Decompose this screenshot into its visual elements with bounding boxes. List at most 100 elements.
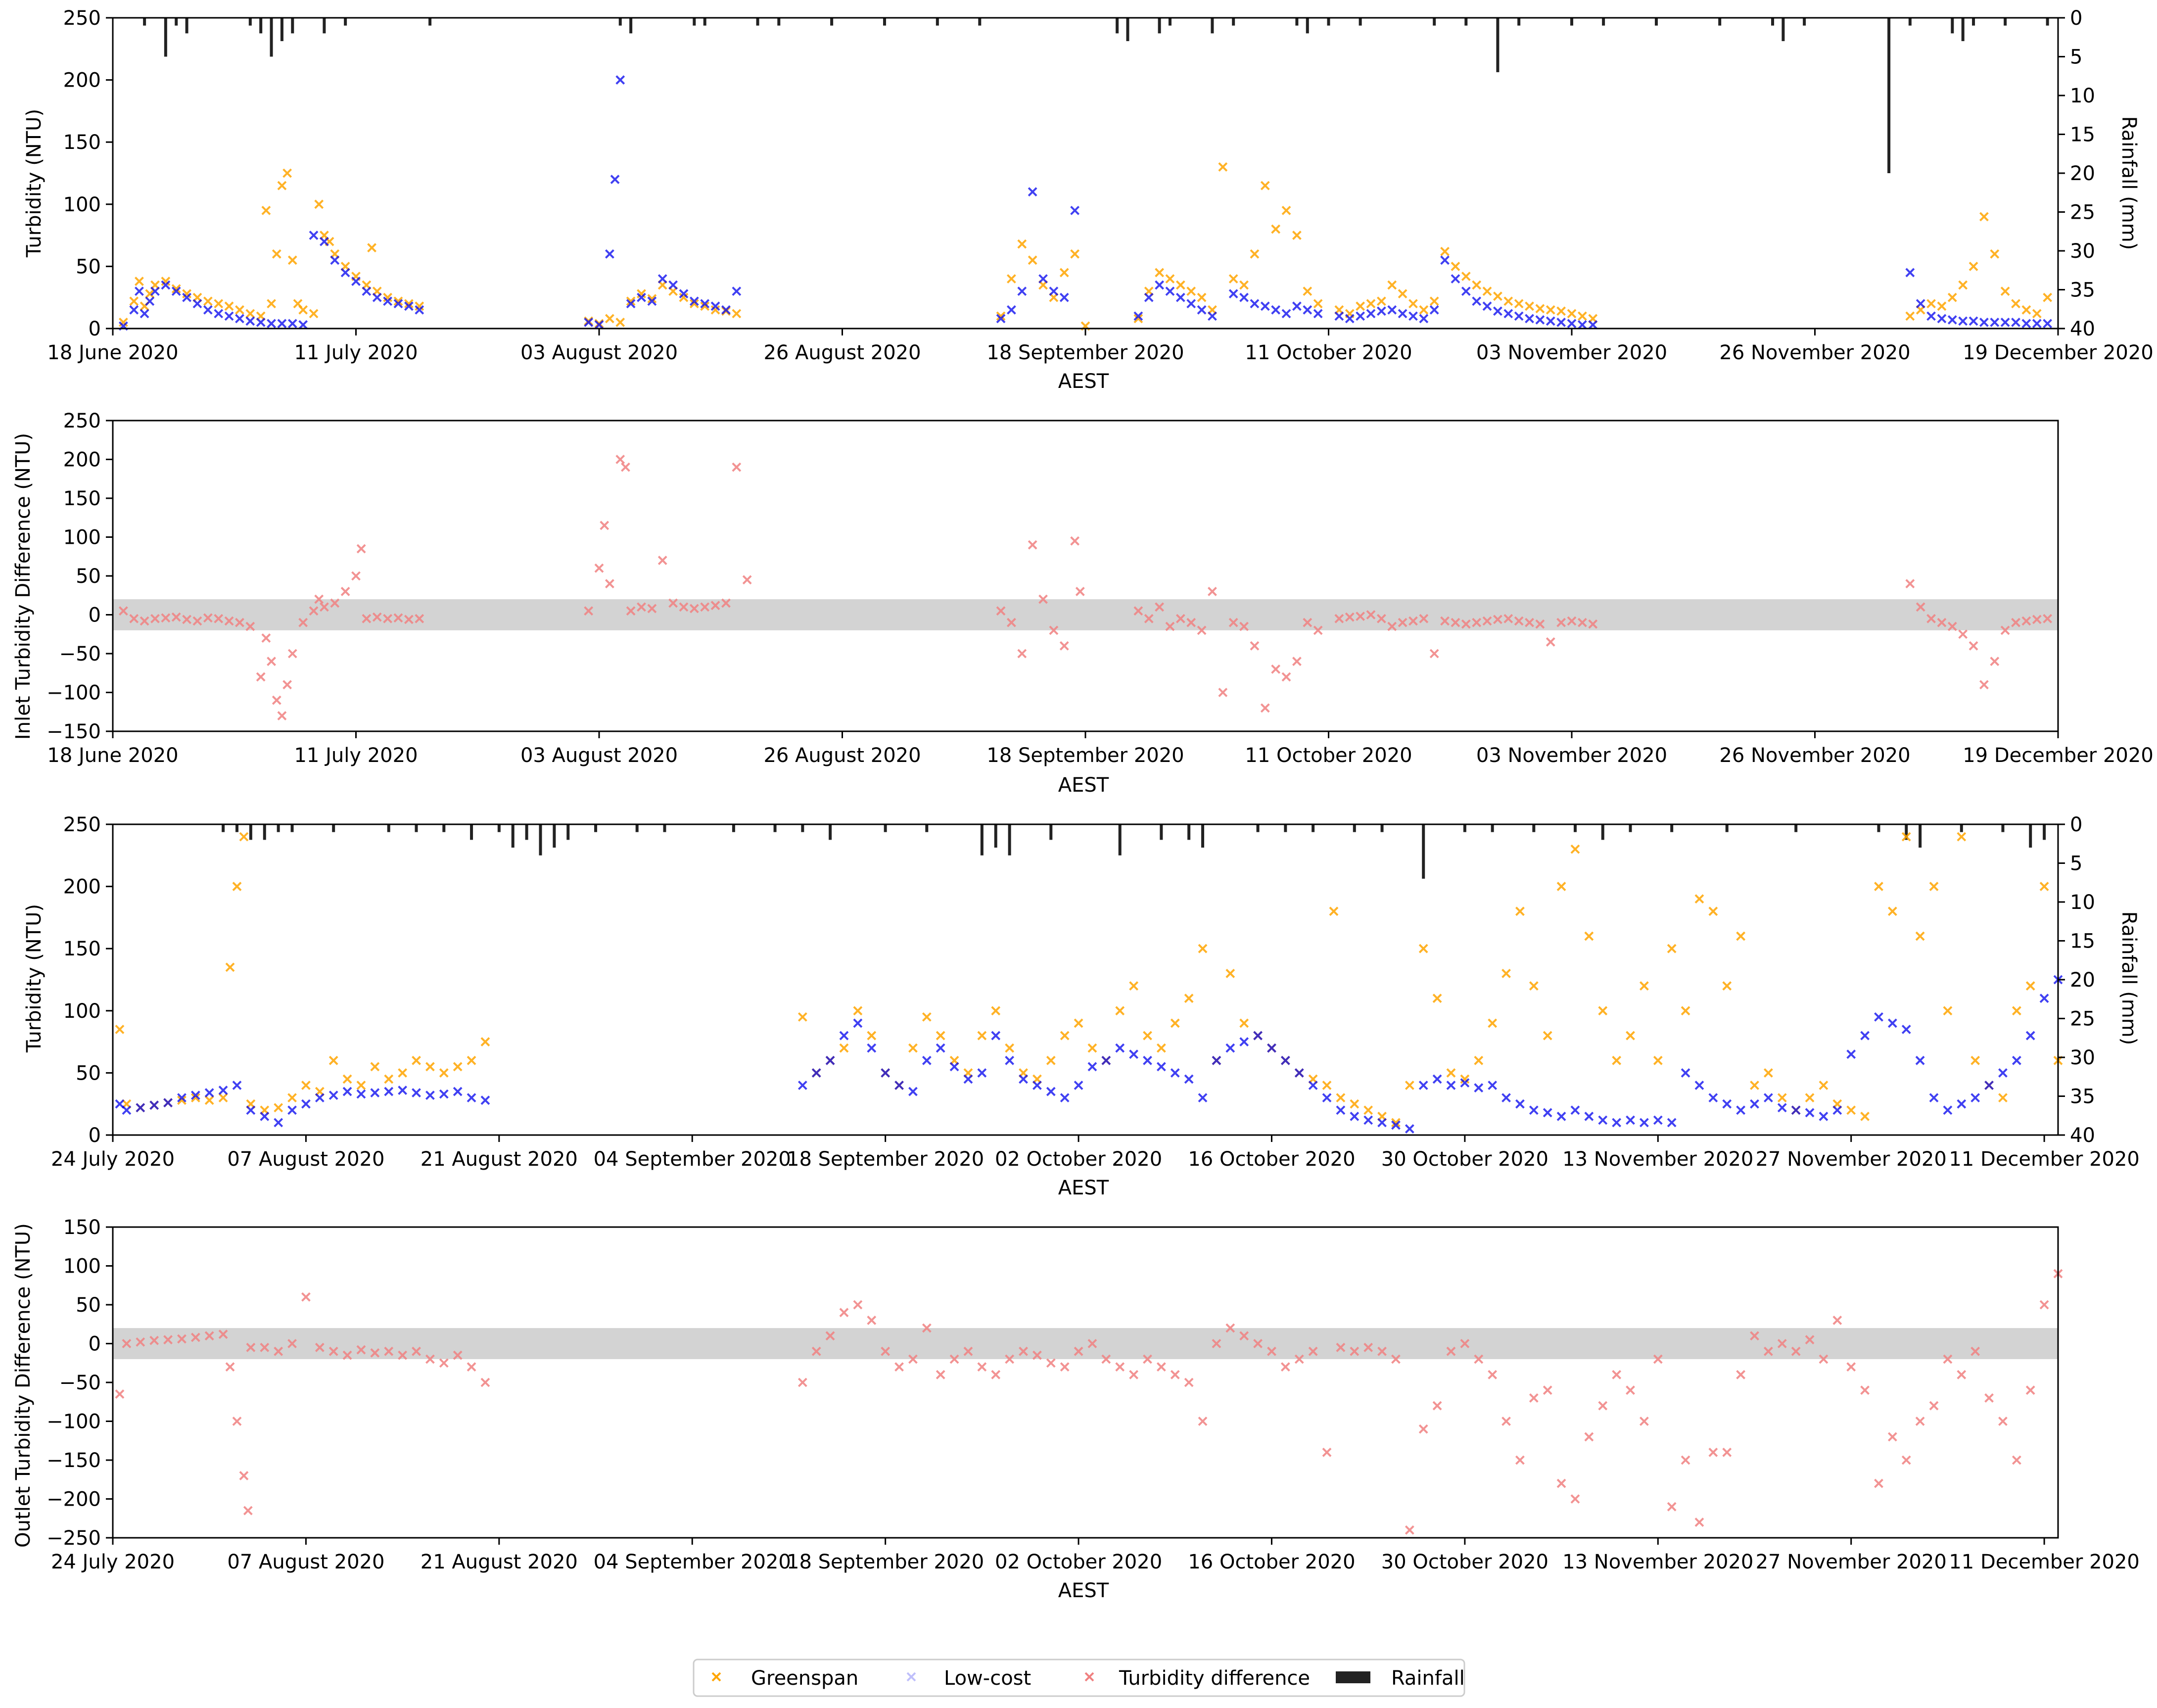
outlet-turbidity-low-cost-point [797,1081,807,1090]
outlet-difference-turbidity-difference-point [797,1377,807,1387]
outlet-turbidity-greenspan-point [1736,931,1746,941]
outlet-turbidity-low-cost-point [274,1118,283,1128]
outlet-turbidity-greenspan-point [1681,1006,1690,1016]
outlet-difference-turbidity-difference-point [1391,1354,1401,1364]
inlet-turbidity-greenspan-point [309,309,319,319]
outlet-turbidity-rainfall-bar [2043,824,2046,840]
inlet-turbidity-low-cost-point [1366,309,1376,319]
inlet-turbidity-xtick-label: 26 November 2020 [1719,341,1910,364]
outlet-turbidity-ylabel: Turbidity (NTU) [23,904,46,1053]
inlet-turbidity-low-cost-point [1408,311,1418,321]
outlet-turbidity-greenspan-point [1667,944,1677,953]
inlet-difference-turbidity-difference-point [637,602,646,612]
outlet-turbidity-low-cost-point [1101,1055,1111,1065]
inlet-difference-turbidity-difference-point [256,672,266,682]
outlet-difference-ylabel: Outlet Turbidity Difference (NTU) [12,1223,35,1548]
inlet-turbidity-greenspan-point [245,309,255,319]
inlet-difference-turbidity-difference-point [1577,617,1587,627]
inlet-turbidity-rainfall-bar [756,18,759,26]
inlet-turbidity-low-cost-point [1228,289,1238,299]
inlet-turbidity-low-cost-point [235,314,244,324]
inlet-turbidity-greenspan-point [1175,280,1185,290]
inlet-turbidity-low-cost-point [1461,286,1471,296]
outlet-turbidity-low-cost-point [1556,1111,1566,1121]
outlet-turbidity-low-cost-point [1308,1081,1318,1090]
inlet-difference-turbidity-difference-point [118,606,128,616]
outlet-turbidity-greenspan-point [1198,944,1208,953]
inlet-turbidity-greenspan-point [1398,289,1407,299]
inlet-turbidity-low-cost-point [1514,311,1524,321]
inlet-difference-turbidity-difference-point [1926,614,1936,623]
inlet-difference-turbidity-difference-point [1017,649,1027,659]
inlet-difference-turbidity-difference-point [287,649,297,659]
outlet-difference-turbidity-difference-point [315,1342,325,1352]
inlet-turbidity-y2tick-label: 5 [2070,46,2082,69]
inlet-difference-turbidity-difference-point [1239,621,1249,631]
inlet-turbidity-greenspan-point [1525,301,1534,311]
inlet-difference-turbidity-difference-point [1440,616,1450,626]
inlet-difference-turbidity-difference-point [1525,617,1534,627]
outlet-turbidity-greenspan-point [1929,882,1939,892]
inlet-difference-turbidity-difference-point [1482,616,1492,626]
inlet-difference-turbidity-difference-point [1419,614,1429,623]
outlet-difference-turbidity-difference-point [1846,1362,1856,1372]
inlet-turbidity-greenspan-point [1356,301,1365,311]
inlet-difference-xtick-label: 03 August 2020 [520,744,678,767]
outlet-turbidity-low-cost-point [949,1062,959,1072]
outlet-difference-turbidity-difference-point [246,1342,256,1352]
inlet-difference-turbidity-difference-point [314,594,324,604]
inlet-difference-xlabel: AEST [1058,774,1109,797]
outlet-difference-turbidity-difference-point [2012,1455,2021,1465]
outlet-difference-turbidity-difference-point [1308,1346,1318,1356]
outlet-turbidity-greenspan-point [398,1068,408,1078]
inlet-difference-turbidity-difference-point [161,613,171,623]
outlet-difference-turbidity-difference-point [1405,1525,1414,1535]
inlet-difference-turbidity-difference-point [1408,616,1418,626]
outlet-turbidity-rainfall-bar [1670,824,1674,832]
outlet-difference-turbidity-difference-point [1901,1455,1911,1465]
inlet-turbidity-greenspan-point [314,199,324,209]
inlet-turbidity-rainfall-bar [1602,18,1605,26]
outlet-turbidity-low-cost-point [1446,1081,1456,1090]
inlet-turbidity-low-cost-point [1937,314,1947,324]
outlet-difference-turbidity-difference-point [1819,1354,1829,1364]
outlet-turbidity-y2tick-label: 40 [2070,1124,2095,1147]
outlet-difference-turbidity-difference-point [1143,1354,1152,1364]
inlet-turbidity-low-cost-point [1133,311,1143,321]
inlet-difference-turbidity-difference-point [1366,610,1376,619]
outlet-turbidity-low-cost-point [2012,1055,2021,1065]
inlet-turbidity-low-cost-point [1947,315,1957,325]
inlet-turbidity-greenspan-point [1958,280,1968,290]
outlet-difference-turbidity-difference-point [1350,1346,1360,1356]
outlet-difference-turbidity-difference-point [1736,1370,1746,1379]
legend-low-cost-label: Low-cost [944,1667,1031,1690]
inlet-turbidity-rainfall-bar [175,18,178,26]
inlet-turbidity-low-cost-point [1006,305,1016,315]
outlet-difference-turbidity-difference-point [1556,1478,1566,1488]
outlet-turbidity-low-cost-point [1474,1083,1484,1092]
outlet-difference-turbidity-difference-point [991,1370,1001,1379]
inlet-turbidity-y2tick-label: 40 [2070,318,2095,340]
outlet-turbidity-rainfall-bar [1256,824,1260,832]
inlet-turbidity-low-cost-point [1503,309,1513,319]
outlet-turbidity-greenspan-point [1943,1006,1953,1016]
inlet-turbidity-rainfall-bar [2046,18,2049,26]
inlet-difference-turbidity-difference-point [1990,657,2000,666]
outlet-turbidity-greenspan-point [1115,1006,1125,1016]
outlet-difference-turbidity-difference-point [1501,1417,1511,1426]
outlet-turbidity-greenspan-point [439,1068,449,1078]
inlet-turbidity-greenspan-point [1482,286,1492,296]
outlet-turbidity-rainfall-bar [1160,824,1163,840]
outlet-difference-turbidity-difference-point [287,1339,297,1348]
outlet-turbidity-low-cost-point [1791,1105,1801,1115]
inlet-difference-turbidity-difference-point [621,462,630,472]
inlet-difference-turbidity-difference-point [1144,614,1154,623]
inlet-turbidity-greenspan-point [367,243,376,253]
outlet-turbidity-greenspan-point [177,1095,187,1105]
inlet-difference-xtick-label: 19 December 2020 [1963,744,2154,767]
outlet-turbidity-low-cost-point [881,1068,891,1078]
inlet-difference-turbidity-difference-point [1292,657,1302,666]
outlet-difference-xtick-label: 16 October 2020 [1188,1551,1355,1573]
outlet-turbidity-low-cost-point [356,1089,366,1099]
